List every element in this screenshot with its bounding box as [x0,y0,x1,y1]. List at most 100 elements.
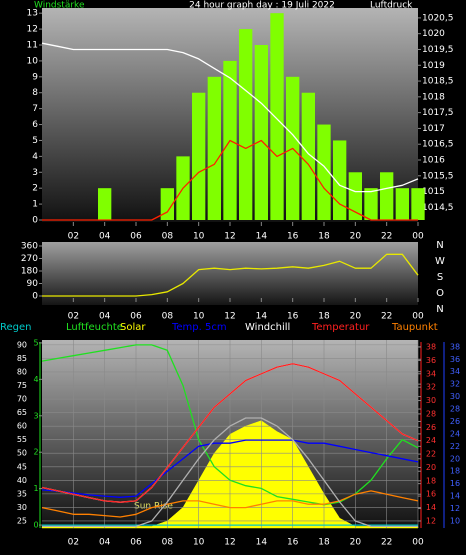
y2-tick-label: 26 [426,423,436,432]
y-tick-label: 1 [32,200,38,210]
y-tick-label: 40 [17,476,27,485]
y2-tick-label: 38 [426,343,436,352]
x-tick-label: 14 [256,232,268,242]
line [41,363,419,503]
legend-entry: Windchill [245,322,290,333]
y2-tick-label: 1020 [422,29,445,39]
y-tick-label: 25 [17,516,27,525]
x-tick-label: 12 [224,538,235,548]
y-tick-label: 180 [21,267,38,277]
y-tick-label: 7 [32,104,38,114]
y2-tick-label: 32 [426,383,436,392]
y2-tick-label: 1016 [422,156,445,166]
x-tick-label: 02 [68,232,79,242]
y2-tick-label: 1018 [422,92,445,102]
x-tick-label: 04 [99,538,111,548]
legend-entry: Temperatur [311,322,370,333]
x-tick-label: 20 [350,232,362,242]
x-tick-label: 10 [193,538,205,548]
y-tick-label: 360 [21,242,38,252]
y2-tick-label: 1020,5 [422,13,454,23]
direction-label: S [437,272,443,283]
y4-tick-label: 34 [450,367,460,376]
plot-area [42,242,418,305]
x-tick-label: 16 [287,232,299,242]
y4-tick-label: 16 [450,479,460,488]
y-tick-label: 5 [32,136,38,146]
x-tick-label: 04 [99,232,111,242]
x-tick-label: 16 [287,312,299,322]
x-tick-label: 14 [256,538,268,548]
x-tick-label: 12 [224,312,235,322]
direction-label: W [435,256,445,267]
y-tick-label: 0 [32,292,38,302]
y2-tick-label: 24 [426,436,436,445]
line [41,42,419,193]
y2-tick-label: 1019 [422,61,445,71]
y4-tick-label: 32 [450,380,460,389]
y-tick-label: 70 [17,395,27,404]
x-tick-label: 08 [162,232,174,242]
y-tick-label: 0 [32,216,38,226]
legend-entry: Luftfeuchte [66,322,123,333]
y-tick-label: 90 [17,340,27,349]
y-tick-label: 80 [17,367,27,376]
y2-tick-label: 1018,5 [422,77,454,87]
y4-tick-label: 36 [450,355,460,364]
direction-label: N [436,304,443,315]
x-tick-label: 02 [68,538,79,548]
line [41,490,419,518]
x-tick-label: 00 [412,232,424,242]
x-tick-label: 18 [318,312,330,322]
y4-tick-label: 24 [450,429,460,438]
x-tick-label: 08 [162,312,174,322]
y-axis-title: Windstärke [34,1,85,11]
bar [160,188,174,220]
x-tick-label: 10 [193,312,205,322]
y2-tick-label: 1014,5 [422,203,454,213]
y-tick-label: 75 [17,381,27,390]
y-tick-label: 90 [27,279,39,289]
y-tick-label: 8 [32,88,38,98]
line [42,253,419,297]
y2-tick-label: 36 [426,356,436,365]
y2-tick-label: 1016,5 [422,140,454,150]
y2-tick-label: 1015 [422,187,445,197]
x-tick-label: 22 [381,538,392,548]
x-tick-label: 12 [224,232,235,242]
bar [192,92,206,220]
x-tick-label: 00 [412,312,424,322]
x-tick-label: 04 [99,312,111,322]
legend-entry: Temp. 5cm [171,322,227,333]
y2-tick-label: 20 [426,463,436,472]
y-tick-label: 85 [17,354,27,363]
y-tick-label: 65 [17,408,27,417]
y3-tick-label: 5 [33,338,38,347]
y3-tick-label: 1 [33,484,38,493]
y-tick-label: 55 [17,435,27,444]
line [42,417,418,528]
y-tick-label: 6 [32,120,38,130]
y2-tick-label: 1019,5 [422,45,454,55]
bar [301,92,315,220]
legend-entry: Regen [0,322,32,333]
y4-tick-label: 26 [450,417,460,426]
y4-tick-label: 10 [450,516,460,525]
x-tick-label: 18 [318,538,330,548]
y4-tick-label: 12 [450,504,460,513]
y4-tick-label: 14 [450,492,460,501]
y2-tick-label: 1017,5 [422,108,454,118]
y-tick-label: 9 [32,72,38,82]
bar [254,45,268,220]
y4-tick-label: 18 [450,467,460,476]
x-tick-label: 00 [412,538,424,548]
line [41,439,419,498]
bar [317,124,331,220]
y-tick-label: 60 [17,422,27,431]
y-tick-label: 50 [17,449,27,458]
y2-tick-label: 34 [426,369,436,378]
y-tick-label: 45 [17,462,27,471]
y3-tick-label: 2 [33,448,38,457]
bar [411,188,425,220]
y2-tick-label: 22 [426,450,436,459]
